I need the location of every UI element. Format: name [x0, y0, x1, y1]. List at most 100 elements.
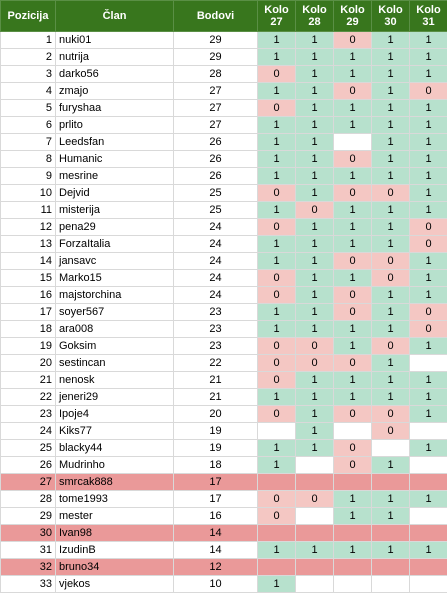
points-cell[interactable]: 29 [174, 49, 258, 66]
member-cell[interactable]: Mudrinho [56, 457, 174, 474]
round-31-cell[interactable]: 0 [410, 321, 447, 338]
position-cell[interactable]: 18 [1, 321, 56, 338]
round-31-cell[interactable]: 1 [410, 253, 447, 270]
round-29-cell[interactable]: 1 [334, 100, 372, 117]
points-cell[interactable]: 14 [174, 525, 258, 542]
round-30-cell[interactable]: 1 [372, 508, 410, 525]
round-27-cell[interactable]: 0 [258, 185, 296, 202]
position-cell[interactable]: 10 [1, 185, 56, 202]
header-round-29[interactable]: Kolo 29 [334, 1, 372, 32]
round-31-cell[interactable]: 0 [410, 219, 447, 236]
round-31-cell[interactable]: 0 [410, 304, 447, 321]
position-cell[interactable]: 20 [1, 355, 56, 372]
round-27-cell[interactable]: 1 [258, 32, 296, 49]
header-round-28[interactable]: Kolo 28 [296, 1, 334, 32]
member-cell[interactable]: furyshaa [56, 100, 174, 117]
round-30-cell[interactable]: 1 [372, 49, 410, 66]
round-30-cell[interactable]: 0 [372, 185, 410, 202]
round-29-cell[interactable]: 0 [334, 83, 372, 100]
position-cell[interactable]: 5 [1, 100, 56, 117]
points-cell[interactable]: 24 [174, 253, 258, 270]
round-30-cell[interactable]: 1 [372, 372, 410, 389]
round-28-cell[interactable]: 1 [296, 100, 334, 117]
round-29-cell[interactable]: 1 [334, 219, 372, 236]
round-31-cell[interactable]: 1 [410, 185, 447, 202]
points-cell[interactable]: 19 [174, 423, 258, 440]
member-cell[interactable]: Marko15 [56, 270, 174, 287]
header-position[interactable]: Pozicija [1, 1, 56, 32]
round-27-cell[interactable]: 1 [258, 168, 296, 185]
member-cell[interactable]: ara008 [56, 321, 174, 338]
round-30-cell[interactable]: 1 [372, 236, 410, 253]
round-30-cell[interactable]: 1 [372, 287, 410, 304]
round-29-cell[interactable]: 1 [334, 321, 372, 338]
points-cell[interactable]: 25 [174, 185, 258, 202]
round-28-cell[interactable]: 0 [296, 491, 334, 508]
position-cell[interactable]: 7 [1, 134, 56, 151]
round-29-cell[interactable]: 1 [334, 270, 372, 287]
position-cell[interactable]: 33 [1, 576, 56, 593]
round-31-cell[interactable]: 1 [410, 32, 447, 49]
header-member[interactable]: Član [56, 1, 174, 32]
round-30-cell[interactable]: 1 [372, 202, 410, 219]
round-31-cell[interactable]: 1 [410, 66, 447, 83]
position-cell[interactable]: 14 [1, 253, 56, 270]
member-cell[interactable]: jeneri29 [56, 389, 174, 406]
position-cell[interactable]: 2 [1, 49, 56, 66]
round-31-cell[interactable]: 1 [410, 338, 447, 355]
round-28-cell[interactable] [296, 474, 334, 491]
round-28-cell[interactable]: 1 [296, 236, 334, 253]
round-28-cell[interactable]: 1 [296, 406, 334, 423]
round-27-cell[interactable] [258, 559, 296, 576]
round-27-cell[interactable]: 1 [258, 321, 296, 338]
position-cell[interactable]: 27 [1, 474, 56, 491]
round-28-cell[interactable]: 1 [296, 185, 334, 202]
points-cell[interactable]: 19 [174, 440, 258, 457]
round-29-cell[interactable]: 1 [334, 202, 372, 219]
round-27-cell[interactable]: 1 [258, 440, 296, 457]
round-30-cell[interactable]: 1 [372, 304, 410, 321]
round-29-cell[interactable]: 0 [334, 355, 372, 372]
round-27-cell[interactable]: 0 [258, 270, 296, 287]
member-cell[interactable]: mester [56, 508, 174, 525]
round-27-cell[interactable]: 1 [258, 253, 296, 270]
points-cell[interactable]: 27 [174, 100, 258, 117]
round-31-cell[interactable]: 0 [410, 236, 447, 253]
round-31-cell[interactable]: 1 [410, 287, 447, 304]
position-cell[interactable]: 28 [1, 491, 56, 508]
round-30-cell[interactable]: 0 [372, 270, 410, 287]
round-29-cell[interactable]: 0 [334, 440, 372, 457]
round-28-cell[interactable]: 1 [296, 270, 334, 287]
round-31-cell[interactable] [410, 355, 447, 372]
round-29-cell[interactable]: 1 [334, 66, 372, 83]
round-30-cell[interactable]: 1 [372, 83, 410, 100]
position-cell[interactable]: 6 [1, 117, 56, 134]
round-27-cell[interactable] [258, 474, 296, 491]
member-cell[interactable]: sestincan [56, 355, 174, 372]
member-cell[interactable]: Humanic [56, 151, 174, 168]
points-cell[interactable]: 26 [174, 151, 258, 168]
round-27-cell[interactable]: 1 [258, 83, 296, 100]
round-31-cell[interactable]: 1 [410, 151, 447, 168]
round-28-cell[interactable] [296, 576, 334, 593]
member-cell[interactable]: misterija [56, 202, 174, 219]
round-29-cell[interactable]: 1 [334, 389, 372, 406]
round-27-cell[interactable]: 0 [258, 287, 296, 304]
points-cell[interactable]: 21 [174, 372, 258, 389]
round-30-cell[interactable]: 1 [372, 66, 410, 83]
member-cell[interactable]: Kiks77 [56, 423, 174, 440]
member-cell[interactable]: IzudinB [56, 542, 174, 559]
member-cell[interactable]: Dejvid [56, 185, 174, 202]
position-cell[interactable]: 13 [1, 236, 56, 253]
round-29-cell[interactable]: 1 [334, 542, 372, 559]
round-29-cell[interactable]: 1 [334, 491, 372, 508]
round-28-cell[interactable] [296, 559, 334, 576]
points-cell[interactable]: 17 [174, 491, 258, 508]
round-27-cell[interactable]: 1 [258, 202, 296, 219]
header-points[interactable]: Bodovi [174, 1, 258, 32]
round-27-cell[interactable] [258, 525, 296, 542]
position-cell[interactable]: 17 [1, 304, 56, 321]
round-29-cell[interactable]: 0 [334, 287, 372, 304]
round-27-cell[interactable]: 0 [258, 491, 296, 508]
position-cell[interactable]: 32 [1, 559, 56, 576]
